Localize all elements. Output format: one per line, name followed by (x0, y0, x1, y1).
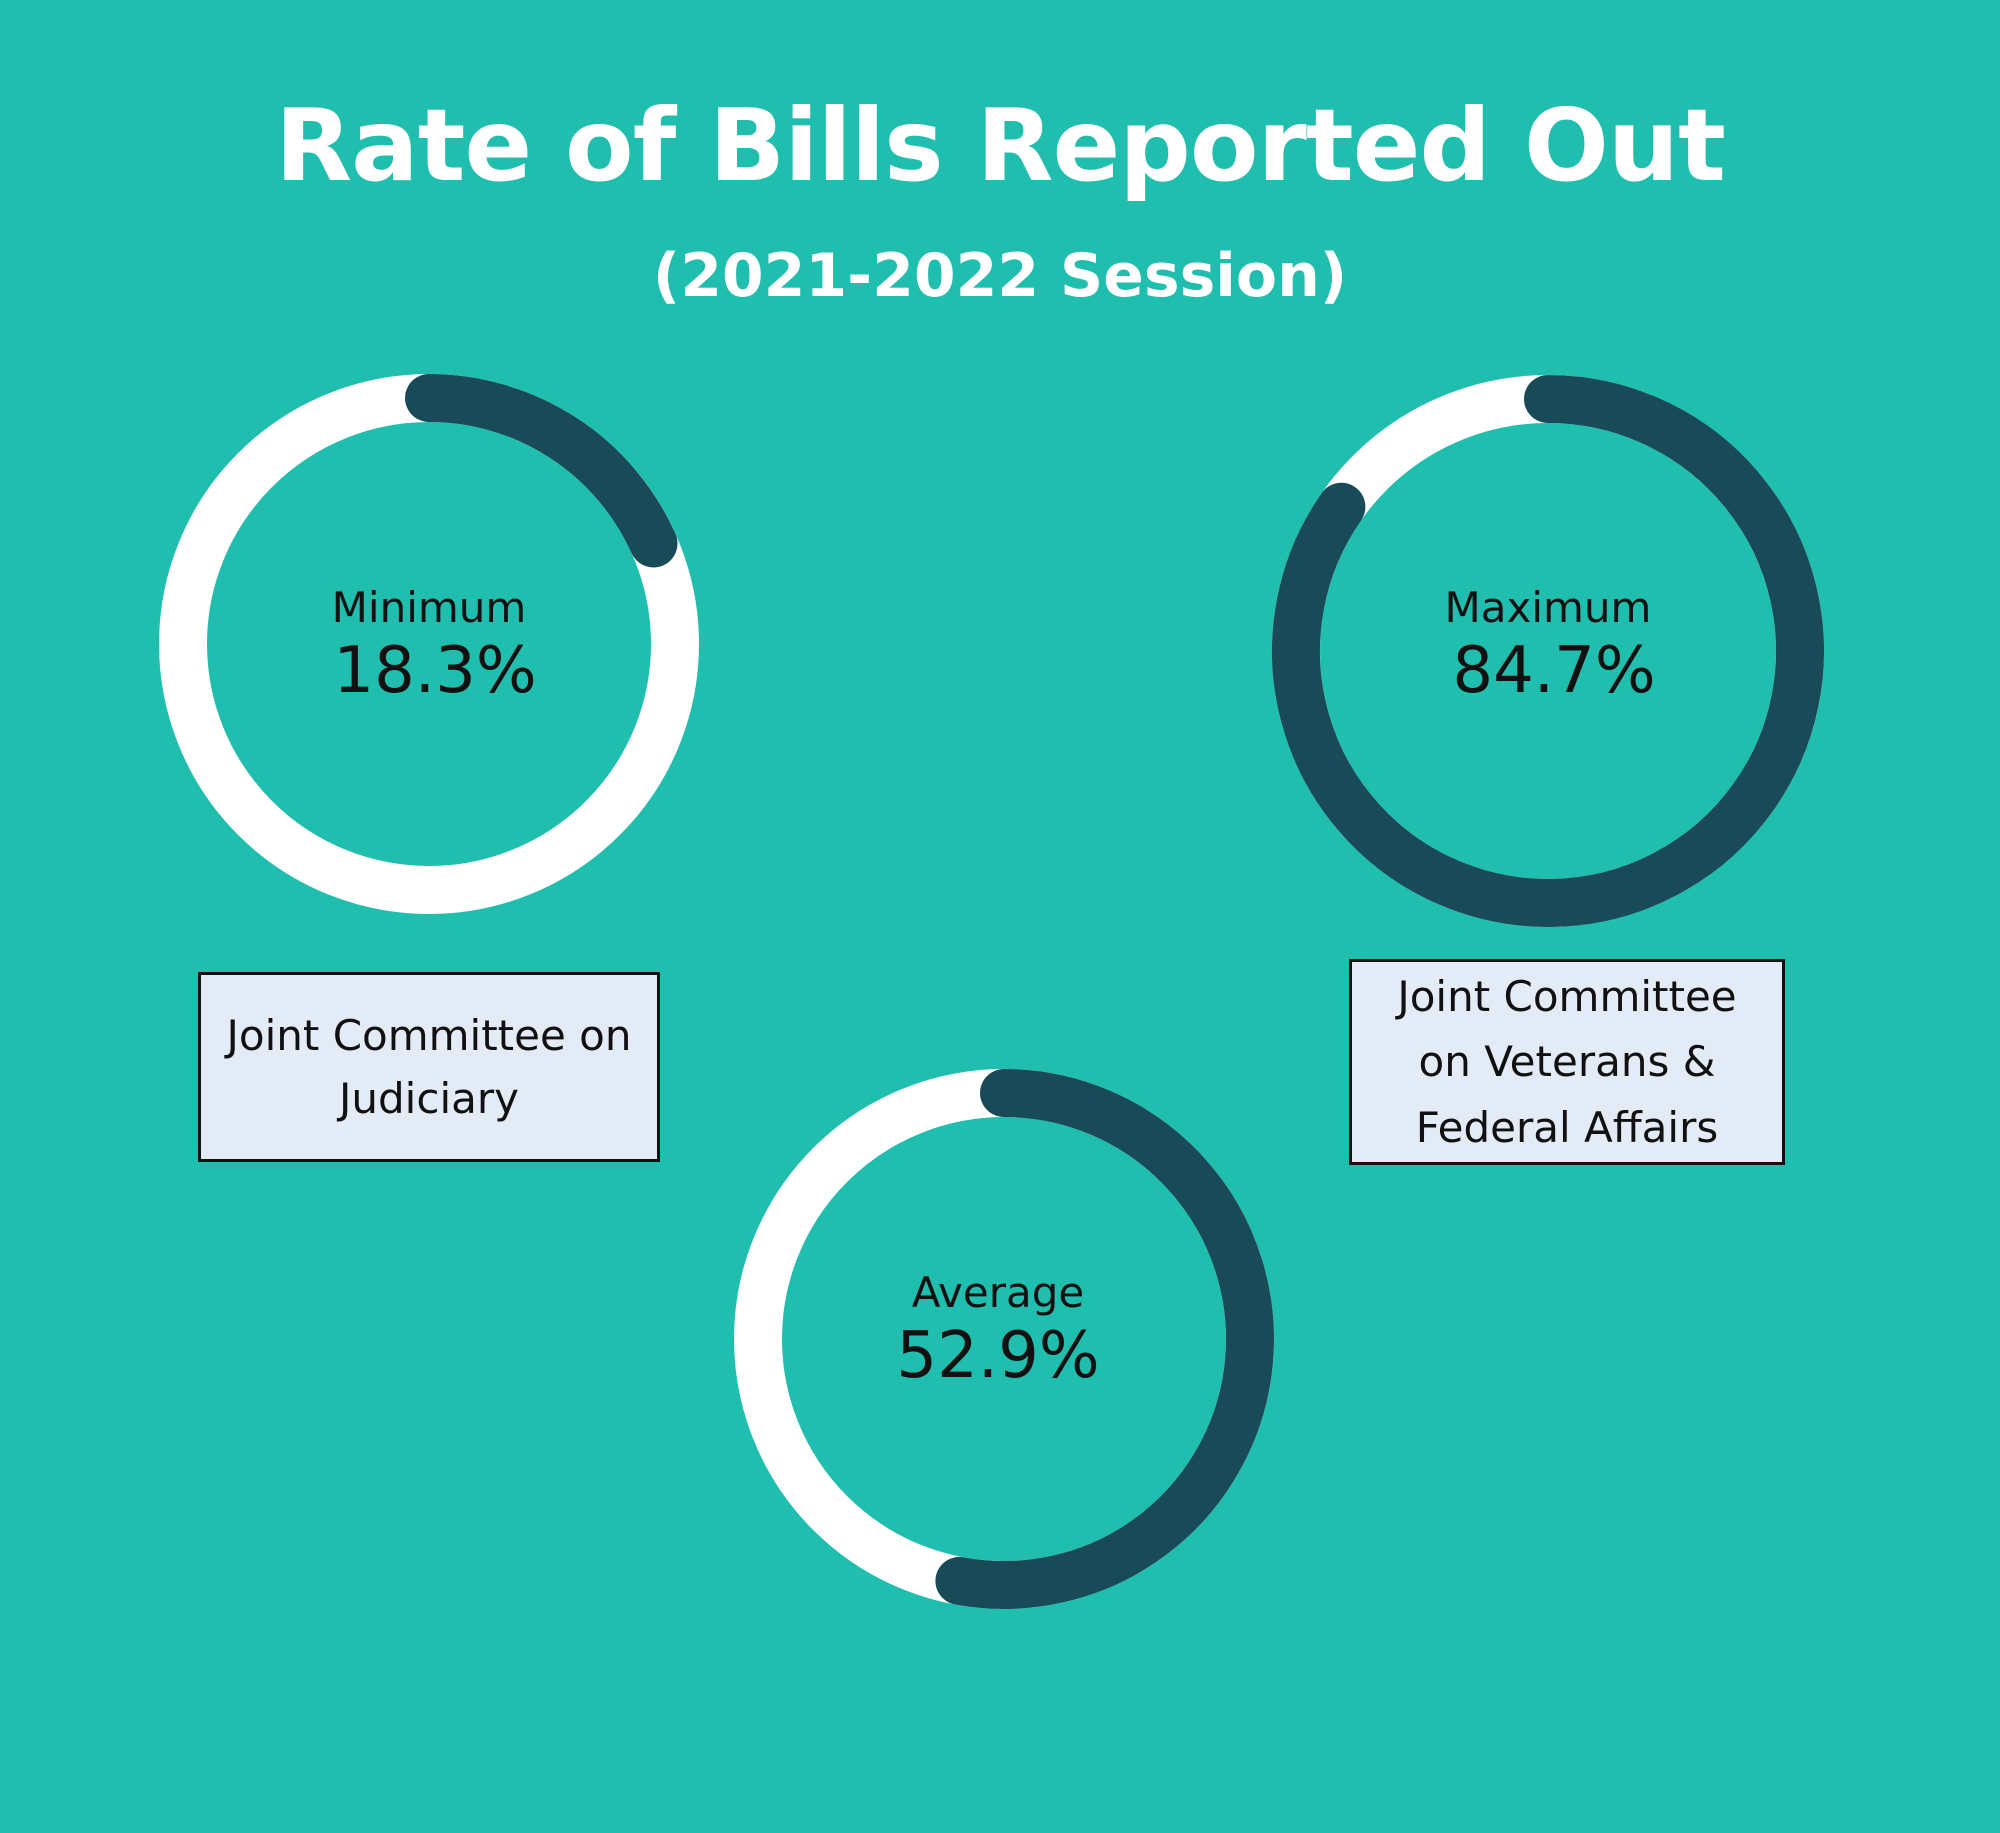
gauge-average (734, 1069, 1274, 1609)
gauge-maximum (1272, 375, 1824, 927)
gauge-average-label: Average (911, 1268, 1085, 1317)
gauge-average-text: Average 52.9% (848, 1268, 1148, 1395)
committee-maximum-name: Joint Committee on Veterans & Federal Af… (1397, 972, 1737, 1152)
gauge-minimum (159, 374, 699, 914)
gauge-minimum-arc (405, 374, 678, 568)
gauge-minimum-label: Minimum (331, 583, 527, 632)
gauge-average-arc (935, 1069, 1274, 1609)
gauge-maximum-text: Maximum 84.7% (1398, 583, 1698, 710)
gauge-maximum-label: Maximum (1444, 583, 1652, 632)
committee-minimum-name: Joint Committee on Judiciary (226, 1011, 632, 1123)
gauge-maximum-value: 84.7% (1452, 634, 1656, 709)
gauge-minimum-text: Minimum 18.3% (279, 583, 579, 710)
committee-box-maximum: Joint Committee on Veterans & Federal Af… (1349, 959, 1785, 1165)
committee-box-minimum: Joint Committee on Judiciary (198, 972, 660, 1162)
chart-subtitle: (2021-2022 Session) (652, 241, 1348, 311)
gauge-maximum-arc (1272, 375, 1824, 927)
gauge-minimum-value: 18.3% (333, 634, 537, 709)
gauge-average-value: 52.9% (896, 1319, 1100, 1394)
chart-title: Rate of Bills Reported Out (275, 87, 1726, 204)
